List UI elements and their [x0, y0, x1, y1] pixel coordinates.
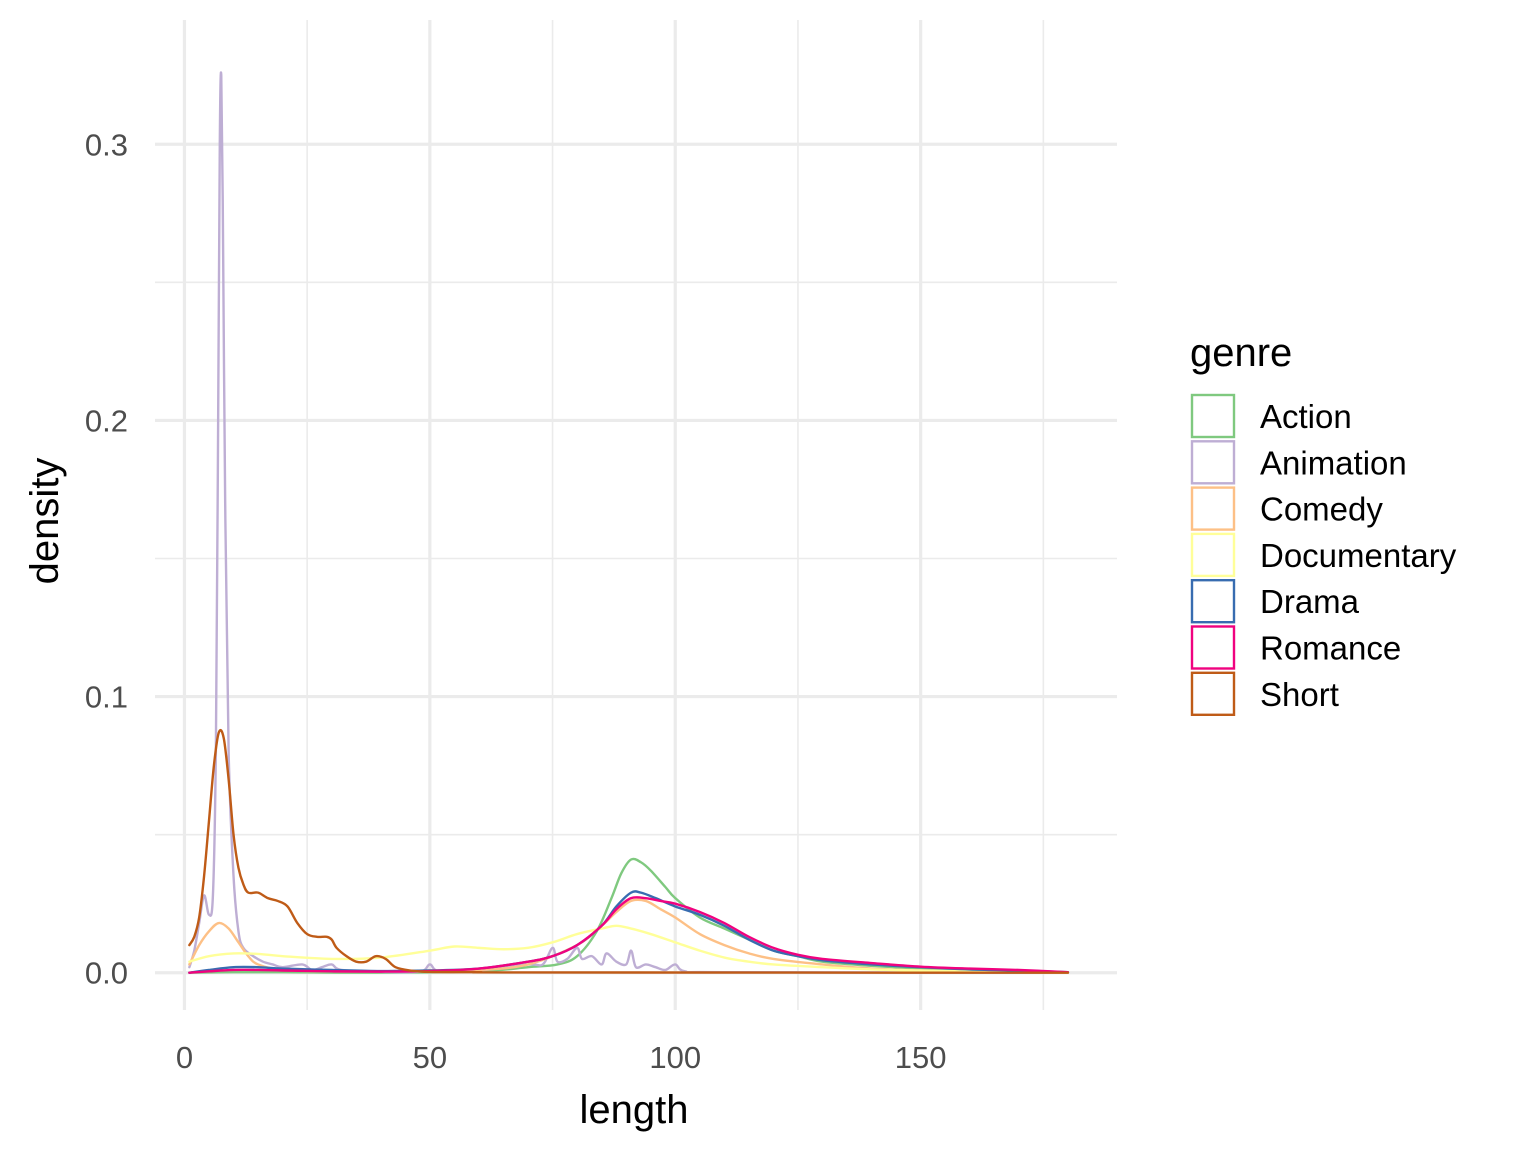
- legend: genre Action Animation Comedy Documentary Dr…: [1190, 331, 1457, 716]
- legend-key-documentary: [1190, 532, 1236, 578]
- legend-label-animation: Animation: [1260, 444, 1407, 481]
- legend-label-romance: Romance: [1260, 630, 1401, 667]
- legend-items: Action Animation Comedy Documentary Drama Rom…: [1190, 393, 1457, 716]
- legend-title: genre: [1190, 331, 1292, 375]
- legend-label-action: Action: [1260, 398, 1352, 435]
- series-line-documentary: [188, 924, 1070, 974]
- legend-item-short: Short: [1190, 671, 1339, 716]
- y-tick-label: 0.3: [85, 127, 128, 162]
- x-axis-tick-labels: 0 50 100 150: [176, 1040, 947, 1075]
- series-line-drama: [188, 890, 1070, 974]
- x-axis-title: length: [580, 1088, 689, 1132]
- legend-item-romance: Romance: [1190, 625, 1401, 670]
- y-tick-label: 0.1: [85, 680, 128, 715]
- y-tick-label: 0.2: [85, 403, 128, 438]
- x-tick-label: 0: [176, 1040, 193, 1075]
- legend-label-comedy: Comedy: [1260, 491, 1383, 528]
- series-line-short: [188, 728, 1070, 974]
- legend-key-action: [1190, 393, 1236, 439]
- legend-item-drama: Drama: [1190, 579, 1360, 624]
- legend-key-animation: [1190, 440, 1236, 485]
- y-axis-title: density: [23, 458, 67, 585]
- x-tick-label: 100: [649, 1040, 701, 1075]
- legend-item-comedy: Comedy: [1190, 486, 1383, 531]
- legend-item-animation: Animation: [1190, 440, 1407, 485]
- plot-panel: [155, 20, 1117, 1010]
- legend-label-documentary: Documentary: [1260, 537, 1457, 574]
- legend-key-drama: [1190, 579, 1236, 624]
- legend-label-drama: Drama: [1260, 583, 1360, 620]
- legend-item-action: Action: [1190, 393, 1352, 439]
- series-line-animation: [188, 71, 1070, 974]
- x-tick-label: 150: [895, 1040, 947, 1075]
- legend-item-documentary: Documentary: [1190, 532, 1457, 578]
- legend-key-romance: [1190, 625, 1236, 670]
- legend-key-short: [1190, 671, 1236, 716]
- series-lines: [188, 71, 1070, 974]
- series-line-romance: [188, 896, 1070, 974]
- legend-key-comedy: [1190, 486, 1236, 531]
- y-tick-label: 0.0: [85, 956, 128, 991]
- legend-label-short: Short: [1260, 676, 1339, 713]
- x-tick-label: 50: [413, 1040, 447, 1075]
- y-axis-tick-labels: 0.0 0.1 0.2 0.3: [85, 127, 128, 990]
- grid-lines: [155, 20, 1117, 1010]
